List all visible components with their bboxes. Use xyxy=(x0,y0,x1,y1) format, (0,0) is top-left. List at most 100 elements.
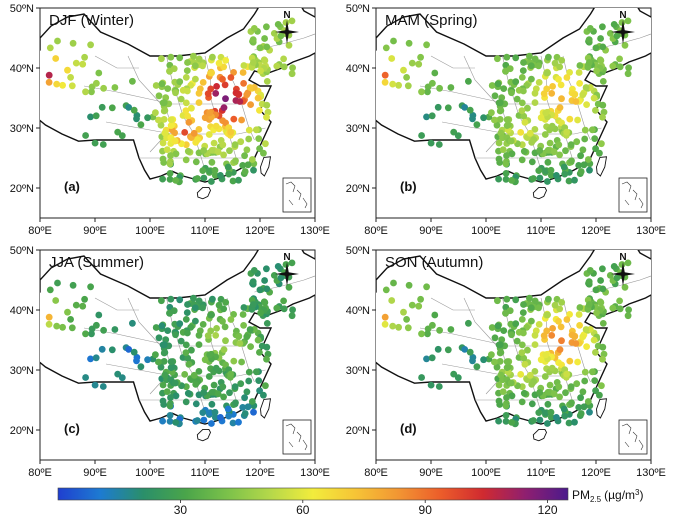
lon-tick-label: 110ºE xyxy=(191,467,220,479)
station-dot xyxy=(423,113,430,121)
station-dot xyxy=(159,139,167,147)
station-dot xyxy=(219,141,227,149)
station-dot xyxy=(556,63,564,71)
station-dot xyxy=(167,122,175,129)
station-dot xyxy=(508,419,516,426)
colorbar-tick-label: 90 xyxy=(419,503,433,516)
station-dot xyxy=(273,62,281,70)
station-dot xyxy=(503,394,510,401)
station-dot xyxy=(88,88,95,96)
station-dot xyxy=(586,166,593,174)
station-dot xyxy=(99,383,107,390)
station-dot xyxy=(497,107,505,114)
station-dot xyxy=(227,74,235,81)
station-dot xyxy=(176,296,184,304)
station-dot xyxy=(535,167,543,175)
station-dot xyxy=(236,98,244,105)
station-dot xyxy=(224,163,232,171)
panel-label: (b) xyxy=(400,179,417,194)
station-dot xyxy=(579,146,587,154)
station-dot xyxy=(524,104,531,112)
north-arrow-horizontal xyxy=(611,30,635,34)
north-arrow-icon: N xyxy=(275,252,299,286)
station-dot xyxy=(600,350,608,358)
station-dot xyxy=(518,74,526,81)
station-dot xyxy=(159,381,167,389)
station-dot xyxy=(418,88,425,96)
station-dot xyxy=(390,279,397,287)
station-dot xyxy=(469,115,476,123)
map-content xyxy=(376,250,651,442)
hainan-island xyxy=(196,428,212,442)
station-dot xyxy=(261,277,268,284)
station-dot xyxy=(208,311,216,319)
south-china-sea-inset xyxy=(282,177,312,213)
station-dot xyxy=(537,114,545,122)
colorbar-ramp xyxy=(57,487,569,501)
station-dot xyxy=(589,126,596,134)
station-dot xyxy=(260,149,267,157)
station-dot xyxy=(403,74,410,81)
station-dot xyxy=(206,167,213,175)
station-dot xyxy=(526,129,534,137)
station-dot xyxy=(502,170,510,177)
station-dot xyxy=(555,75,562,83)
station-dot xyxy=(609,304,617,312)
station-dot xyxy=(214,148,222,156)
station-dot xyxy=(625,306,632,314)
station-dot xyxy=(82,132,89,139)
station-dot xyxy=(512,296,520,304)
station-dot xyxy=(204,332,212,340)
station-dot xyxy=(195,55,203,63)
station-dot xyxy=(536,174,544,182)
station-dot xyxy=(526,371,534,379)
station-dot xyxy=(82,330,89,338)
station-dot xyxy=(610,21,618,28)
station-dot xyxy=(506,65,514,73)
colorbar-title-sub: 2.5 xyxy=(590,495,602,504)
station-dot xyxy=(237,380,245,388)
station-dot xyxy=(208,388,216,396)
station-dot xyxy=(531,99,539,106)
station-dot xyxy=(520,354,528,362)
station-dot xyxy=(87,355,94,363)
north-arrow-icon: N xyxy=(611,252,635,286)
province-boundary xyxy=(430,297,475,311)
station-dot xyxy=(567,141,575,149)
station-dot xyxy=(230,357,238,365)
south-china-sea-inset xyxy=(618,419,648,455)
north-arrow-horizontal xyxy=(275,30,299,34)
station-dot xyxy=(610,263,618,270)
station-dot xyxy=(598,140,605,148)
station-dot xyxy=(184,354,192,362)
station-dot xyxy=(240,304,248,311)
station-dot xyxy=(172,392,180,400)
station-dot xyxy=(225,412,233,420)
station-dot xyxy=(260,391,267,399)
station-dot xyxy=(454,132,462,140)
station-dot xyxy=(531,297,539,305)
station-dot xyxy=(496,99,504,107)
station-dot xyxy=(270,272,278,279)
station-dot xyxy=(519,309,527,316)
station-dot xyxy=(239,404,247,411)
station-dot xyxy=(545,295,552,303)
station-dot xyxy=(166,412,174,419)
station-dot xyxy=(182,74,190,81)
station-dot xyxy=(530,417,537,424)
station-dot xyxy=(579,91,587,99)
station-dot xyxy=(444,104,452,112)
station-dot xyxy=(159,397,167,405)
station-dot xyxy=(465,77,472,85)
station-dot xyxy=(531,341,539,348)
station-dot xyxy=(176,54,184,62)
station-dot xyxy=(408,301,416,309)
station-dot xyxy=(613,32,621,40)
station-dot xyxy=(230,115,238,123)
station-dot xyxy=(215,59,223,67)
station-dot xyxy=(429,79,436,87)
lon-tick-label: 130ºE xyxy=(636,467,666,479)
station-dot xyxy=(571,418,578,426)
station-dot xyxy=(144,114,151,122)
